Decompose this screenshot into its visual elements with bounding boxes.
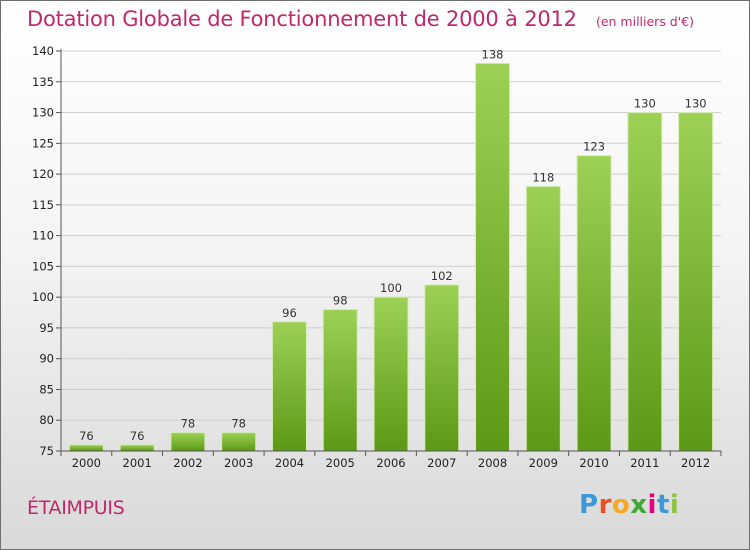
bar-2002 — [170, 432, 206, 452]
chart-unit: (en milliers d'€) — [595, 14, 694, 29]
x-tick-label-2009: 2009 — [529, 456, 558, 470]
y-tick-label: 135 — [32, 75, 54, 89]
logo-letter: x — [630, 490, 648, 520]
x-tick-label-2004: 2004 — [275, 456, 304, 470]
data-label-2005: 98 — [333, 293, 348, 307]
y-tick-label: 80 — [39, 413, 54, 427]
bar-2001 — [119, 444, 155, 452]
data-label-2004: 96 — [282, 306, 297, 320]
data-label-2002: 78 — [181, 417, 196, 431]
data-label-2001: 76 — [130, 429, 145, 443]
data-label-2007: 102 — [431, 269, 453, 283]
data-label-2010: 123 — [583, 140, 605, 154]
x-tick-label-2008: 2008 — [478, 456, 507, 470]
x-tick-label-2003: 2003 — [224, 456, 253, 470]
x-tick-label-2000: 2000 — [72, 456, 101, 470]
bar-2003 — [221, 432, 257, 452]
y-tick-label: 140 — [32, 44, 54, 58]
y-tick-label: 115 — [32, 198, 54, 212]
bars: 76 76 78 78 96 98 100 102 138 118 123 130 130 — [68, 47, 714, 452]
bar-2009 — [525, 185, 561, 452]
x-tick-label-2007: 2007 — [427, 456, 456, 470]
chart-title: Dotation Globale de Fonctionnement de 20… — [27, 7, 577, 31]
data-label-2000: 76 — [79, 429, 94, 443]
bar-2012 — [678, 112, 714, 452]
data-label-2009: 118 — [532, 170, 554, 184]
proxiti-logo: Proxiti — [579, 490, 679, 520]
x-tick-label-2011: 2011 — [630, 456, 659, 470]
y-tick-label: 100 — [32, 290, 54, 304]
bar-2006 — [373, 296, 409, 452]
y-tick-label: 110 — [32, 229, 54, 243]
data-label-2003: 78 — [231, 417, 246, 431]
logo-letter: P — [579, 490, 599, 520]
y-tick-label: 95 — [39, 321, 54, 335]
data-label-2008: 138 — [482, 47, 504, 61]
y-tick-label: 125 — [32, 136, 54, 150]
bar-2005 — [322, 308, 358, 452]
data-label-2012: 130 — [685, 97, 707, 111]
logo-letter: i — [669, 490, 680, 520]
bar-2007 — [424, 284, 460, 452]
y-tick-label: 90 — [39, 352, 54, 366]
bar-2010 — [576, 155, 612, 452]
chart-title-block: Dotation Globale de Fonctionnement de 20… — [27, 7, 694, 31]
x-tick-label-2012: 2012 — [681, 456, 710, 470]
y-tick-label: 75 — [39, 444, 54, 458]
x-tick-label-2002: 2002 — [173, 456, 202, 470]
bar-2004 — [271, 321, 307, 452]
logo-letter: i — [647, 490, 657, 520]
bar-2011 — [627, 112, 663, 452]
x-tick-label-2001: 2001 — [123, 456, 152, 470]
bar-2000 — [68, 444, 104, 452]
axes: 75 80 85 90 95 100 105 110 115 120 125 130 135 140 200… — [32, 44, 722, 470]
commune-name: ÉTAIMPUIS — [27, 497, 125, 519]
x-tick-label-2010: 2010 — [579, 456, 608, 470]
x-tick-label-2006: 2006 — [376, 456, 405, 470]
bar-2008 — [475, 62, 511, 452]
data-label-2011: 130 — [634, 97, 656, 111]
data-label-2006: 100 — [380, 281, 402, 295]
logo-letter: r — [598, 490, 612, 520]
logo-letter: t — [656, 490, 670, 520]
y-tick-label: 105 — [32, 259, 54, 273]
y-tick-label: 130 — [32, 106, 54, 120]
x-tick-label-2005: 2005 — [326, 456, 355, 470]
logo-letter: o — [611, 490, 631, 520]
y-tick-label: 120 — [32, 167, 54, 181]
y-tick-label: 85 — [39, 382, 54, 396]
